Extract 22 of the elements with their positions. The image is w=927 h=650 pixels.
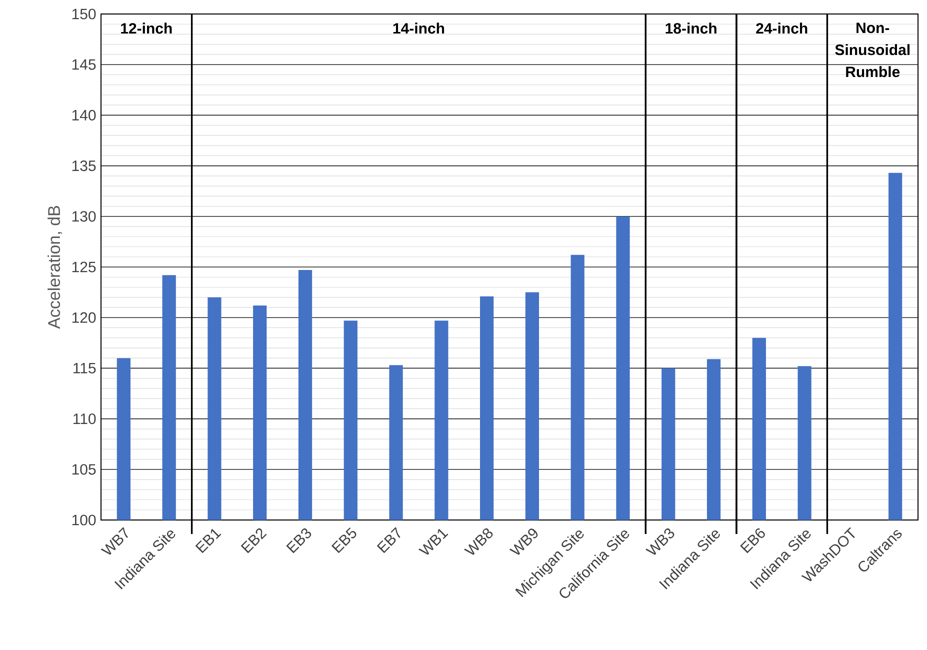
y-tick-label: 150 [72,8,96,20]
y-axis-title: Acceleration, dB [48,206,62,329]
y-tick-label: 135 [72,160,96,172]
annotation: 18-inch [666,22,716,34]
x-tick-label: EB1 [195,528,222,554]
y-tick-label: 140 [72,110,96,120]
annotation: 12-inch [121,22,172,34]
y-tick-label: 130 [72,211,96,222]
y-tick-label: 120 [72,312,96,323]
y-tick-label: 115 [74,362,96,374]
annotation: 24-inch [756,22,808,34]
y-tick-label: 100 [72,514,96,526]
annotation: Non-Sinusoidal Rumble [835,22,910,78]
x-tick-label: EB2 [240,528,267,554]
annotation: 14-inch [393,22,444,34]
y-tick-label: 105 [72,464,96,475]
y-tick-label: 145 [72,59,96,70]
x-tick-label: EB6 [740,528,765,554]
y-tick-label: 110 [74,413,96,424]
y-tick-label: 125 [72,262,96,272]
x-tick-label: EB5 [331,528,356,554]
x-tick-label: EB3 [286,528,312,554]
